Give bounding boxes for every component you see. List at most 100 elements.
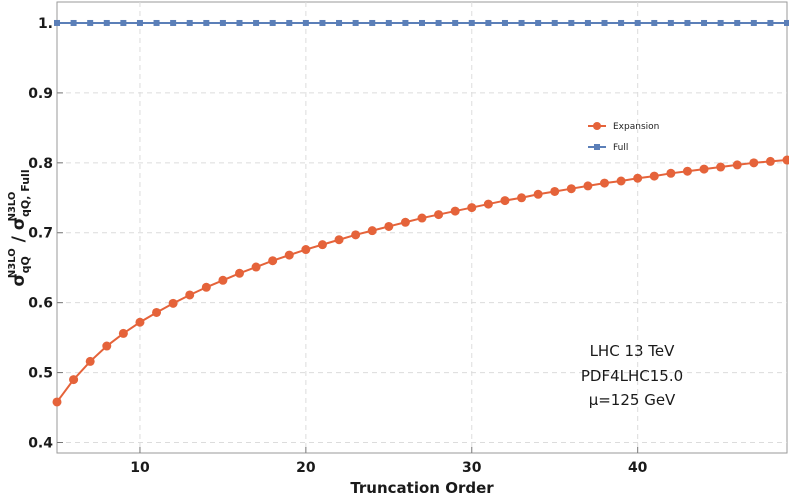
legend-expansion-label: Expansion xyxy=(613,122,659,132)
series-full-point xyxy=(103,19,110,26)
series-layer xyxy=(52,19,789,407)
series-expansion-point xyxy=(450,206,460,216)
series-full-point xyxy=(501,19,508,26)
series-full-point xyxy=(651,19,658,26)
y-tick-label: 0.9 xyxy=(28,86,53,102)
series-full-point xyxy=(352,19,359,26)
ticks: 10 20 30 40 0.4 0.5 0.6 0.7 0.8 0.9 1. xyxy=(28,16,647,476)
legend-full-marker xyxy=(594,144,600,150)
series-expansion-point xyxy=(201,282,211,292)
series-expansion-point xyxy=(251,262,261,272)
y-tick-label: 0.7 xyxy=(28,226,53,242)
x-axis-title: Truncation Order xyxy=(350,479,494,497)
series-full-point xyxy=(286,19,293,26)
x-tick-label: 30 xyxy=(462,460,482,476)
series-full-point xyxy=(70,19,77,26)
series-expansion-point xyxy=(550,186,560,196)
series-full-point xyxy=(369,19,376,26)
series-full-point xyxy=(170,19,177,26)
x-tick-label: 10 xyxy=(130,460,150,476)
series-expansion-point xyxy=(85,356,95,366)
series-expansion-point xyxy=(633,173,643,183)
series-full-point xyxy=(784,19,789,26)
legend-expansion-marker xyxy=(593,122,601,130)
series-expansion-point xyxy=(168,298,178,308)
series-full-point xyxy=(319,19,326,26)
series-expansion-point xyxy=(52,397,62,407)
annotation-box: LHC 13 TeV PDF4LHC15.0 μ=125 GeV xyxy=(581,342,683,409)
series-full-point xyxy=(336,19,343,26)
series-full-point xyxy=(385,19,392,26)
series-expansion-point xyxy=(334,235,344,245)
series-expansion-point xyxy=(351,230,361,240)
series-expansion-point xyxy=(102,341,112,351)
legend-full-label: Full xyxy=(613,143,628,153)
y-axis-den-base: σ xyxy=(9,217,29,230)
series-expansion-point xyxy=(566,184,576,194)
series-expansion-point xyxy=(483,199,493,209)
series-full-point xyxy=(236,19,243,26)
series-expansion-point xyxy=(317,240,327,250)
series-expansion-point xyxy=(434,210,444,220)
series-expansion-point xyxy=(699,164,709,174)
y-axis-num-sub: qQ xyxy=(19,256,32,273)
series-full-point xyxy=(701,19,708,26)
annotation-line-1: LHC 13 TeV xyxy=(590,342,676,360)
series-full-point xyxy=(269,19,276,26)
series-expansion-point xyxy=(235,268,244,278)
series-full-point xyxy=(302,19,309,26)
series-full-point xyxy=(584,19,591,26)
y-tick-label: 0.8 xyxy=(28,156,53,172)
series-full-point xyxy=(734,19,741,26)
y-tick-label: 1. xyxy=(38,16,53,32)
series-expansion-point xyxy=(533,189,543,199)
series-expansion-point xyxy=(384,221,394,231)
y-tick-label: 0.6 xyxy=(28,296,53,312)
series-expansion-point xyxy=(782,155,789,165)
series-full-point xyxy=(87,19,94,26)
series-expansion-point xyxy=(135,317,145,327)
series-full-point xyxy=(435,19,442,26)
series-expansion-point xyxy=(616,176,626,186)
series-full-point xyxy=(485,19,492,26)
series-full-point xyxy=(186,19,193,26)
grid xyxy=(57,2,787,453)
series-full-point xyxy=(419,19,425,26)
series-expansion-point xyxy=(367,226,377,236)
series-full-point xyxy=(468,19,475,26)
series-full-point xyxy=(551,19,558,26)
series-full-point xyxy=(535,19,542,26)
x-tick-label: 40 xyxy=(628,460,648,476)
y-axis-base: σ xyxy=(9,273,29,286)
series-expansion-point xyxy=(749,158,759,168)
series-expansion-point xyxy=(649,171,659,181)
series-full-point xyxy=(54,19,60,26)
series-expansion-point xyxy=(500,196,510,206)
series-full-point xyxy=(136,19,143,26)
series-expansion-point xyxy=(218,275,228,285)
series-expansion-point xyxy=(517,193,527,203)
series-expansion-point xyxy=(185,290,195,300)
series-full-point xyxy=(568,19,575,26)
annotation-line-2: PDF4LHC15.0 xyxy=(581,367,683,385)
series-full-point xyxy=(219,19,226,26)
series-full-point xyxy=(203,19,210,26)
series-expansion-point xyxy=(600,178,609,188)
legend: Expansion Full xyxy=(588,122,659,153)
plot-frame xyxy=(56,1,788,454)
x-tick-label: 20 xyxy=(296,460,316,476)
series-expansion-point xyxy=(284,250,294,260)
series-full-point xyxy=(717,19,724,26)
series-expansion-point xyxy=(417,213,427,223)
y-axis-den-sub: qQ, Full xyxy=(19,169,32,217)
series-full-point xyxy=(667,19,674,26)
series-full-point xyxy=(750,19,757,26)
y-axis-slash: / xyxy=(9,230,29,248)
series-full-point xyxy=(518,19,525,26)
series-full-point xyxy=(767,19,774,26)
series-expansion-point xyxy=(583,181,593,191)
series-expansion-point xyxy=(69,375,79,385)
series-expansion-point xyxy=(765,156,775,166)
series-full-point xyxy=(402,19,409,26)
